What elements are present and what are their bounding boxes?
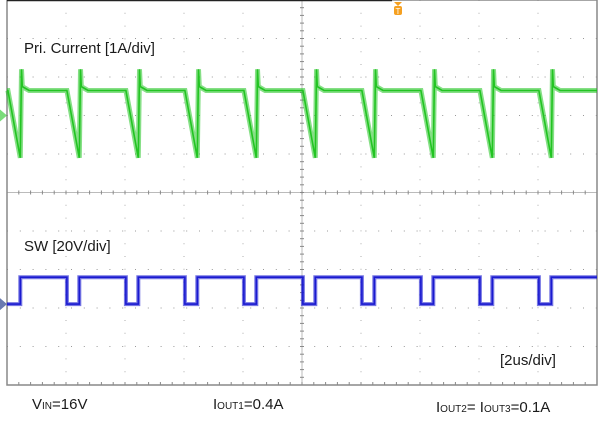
iout23-annotation: IOUT2= IOUT3=0.1A <box>436 399 550 416</box>
vin-annotation: VIN=16V <box>32 396 87 413</box>
timebase-label: [2us/div] <box>500 352 556 369</box>
iout3-subscript: OUT3 <box>483 404 511 415</box>
vin-subscript: IN <box>42 401 53 412</box>
iout1-value: =0.4A <box>243 396 284 413</box>
iout3-symbol: = I <box>466 399 484 416</box>
iout1-subscript: OUT1 <box>217 401 244 412</box>
trigger-marker-label: T <box>396 7 401 16</box>
channel1-label: Pri. Current [1A/div] <box>24 40 155 57</box>
trigger-position-icon <box>394 2 402 6</box>
trigger-marker-icon <box>394 6 402 15</box>
iout2-subscript: OUT2 <box>440 404 467 415</box>
channel1-trace <box>7 69 597 158</box>
iout1-annotation: IOUT1=0.4A <box>213 396 283 413</box>
channel2-ground-marker <box>0 298 7 311</box>
vin-value: =16V <box>52 396 88 413</box>
iout1-symbol: I <box>213 396 218 413</box>
vin-symbol: V <box>32 396 43 413</box>
channel2-noise-band <box>7 275 597 307</box>
channel2-trace <box>7 276 597 305</box>
channel2-label: SW [20V/div] <box>24 238 111 255</box>
iout2-symbol: I <box>436 399 441 416</box>
channel1-ground-marker <box>0 109 7 122</box>
graticule-frame <box>6 0 598 386</box>
iout23-value: =0.1A <box>510 399 551 416</box>
